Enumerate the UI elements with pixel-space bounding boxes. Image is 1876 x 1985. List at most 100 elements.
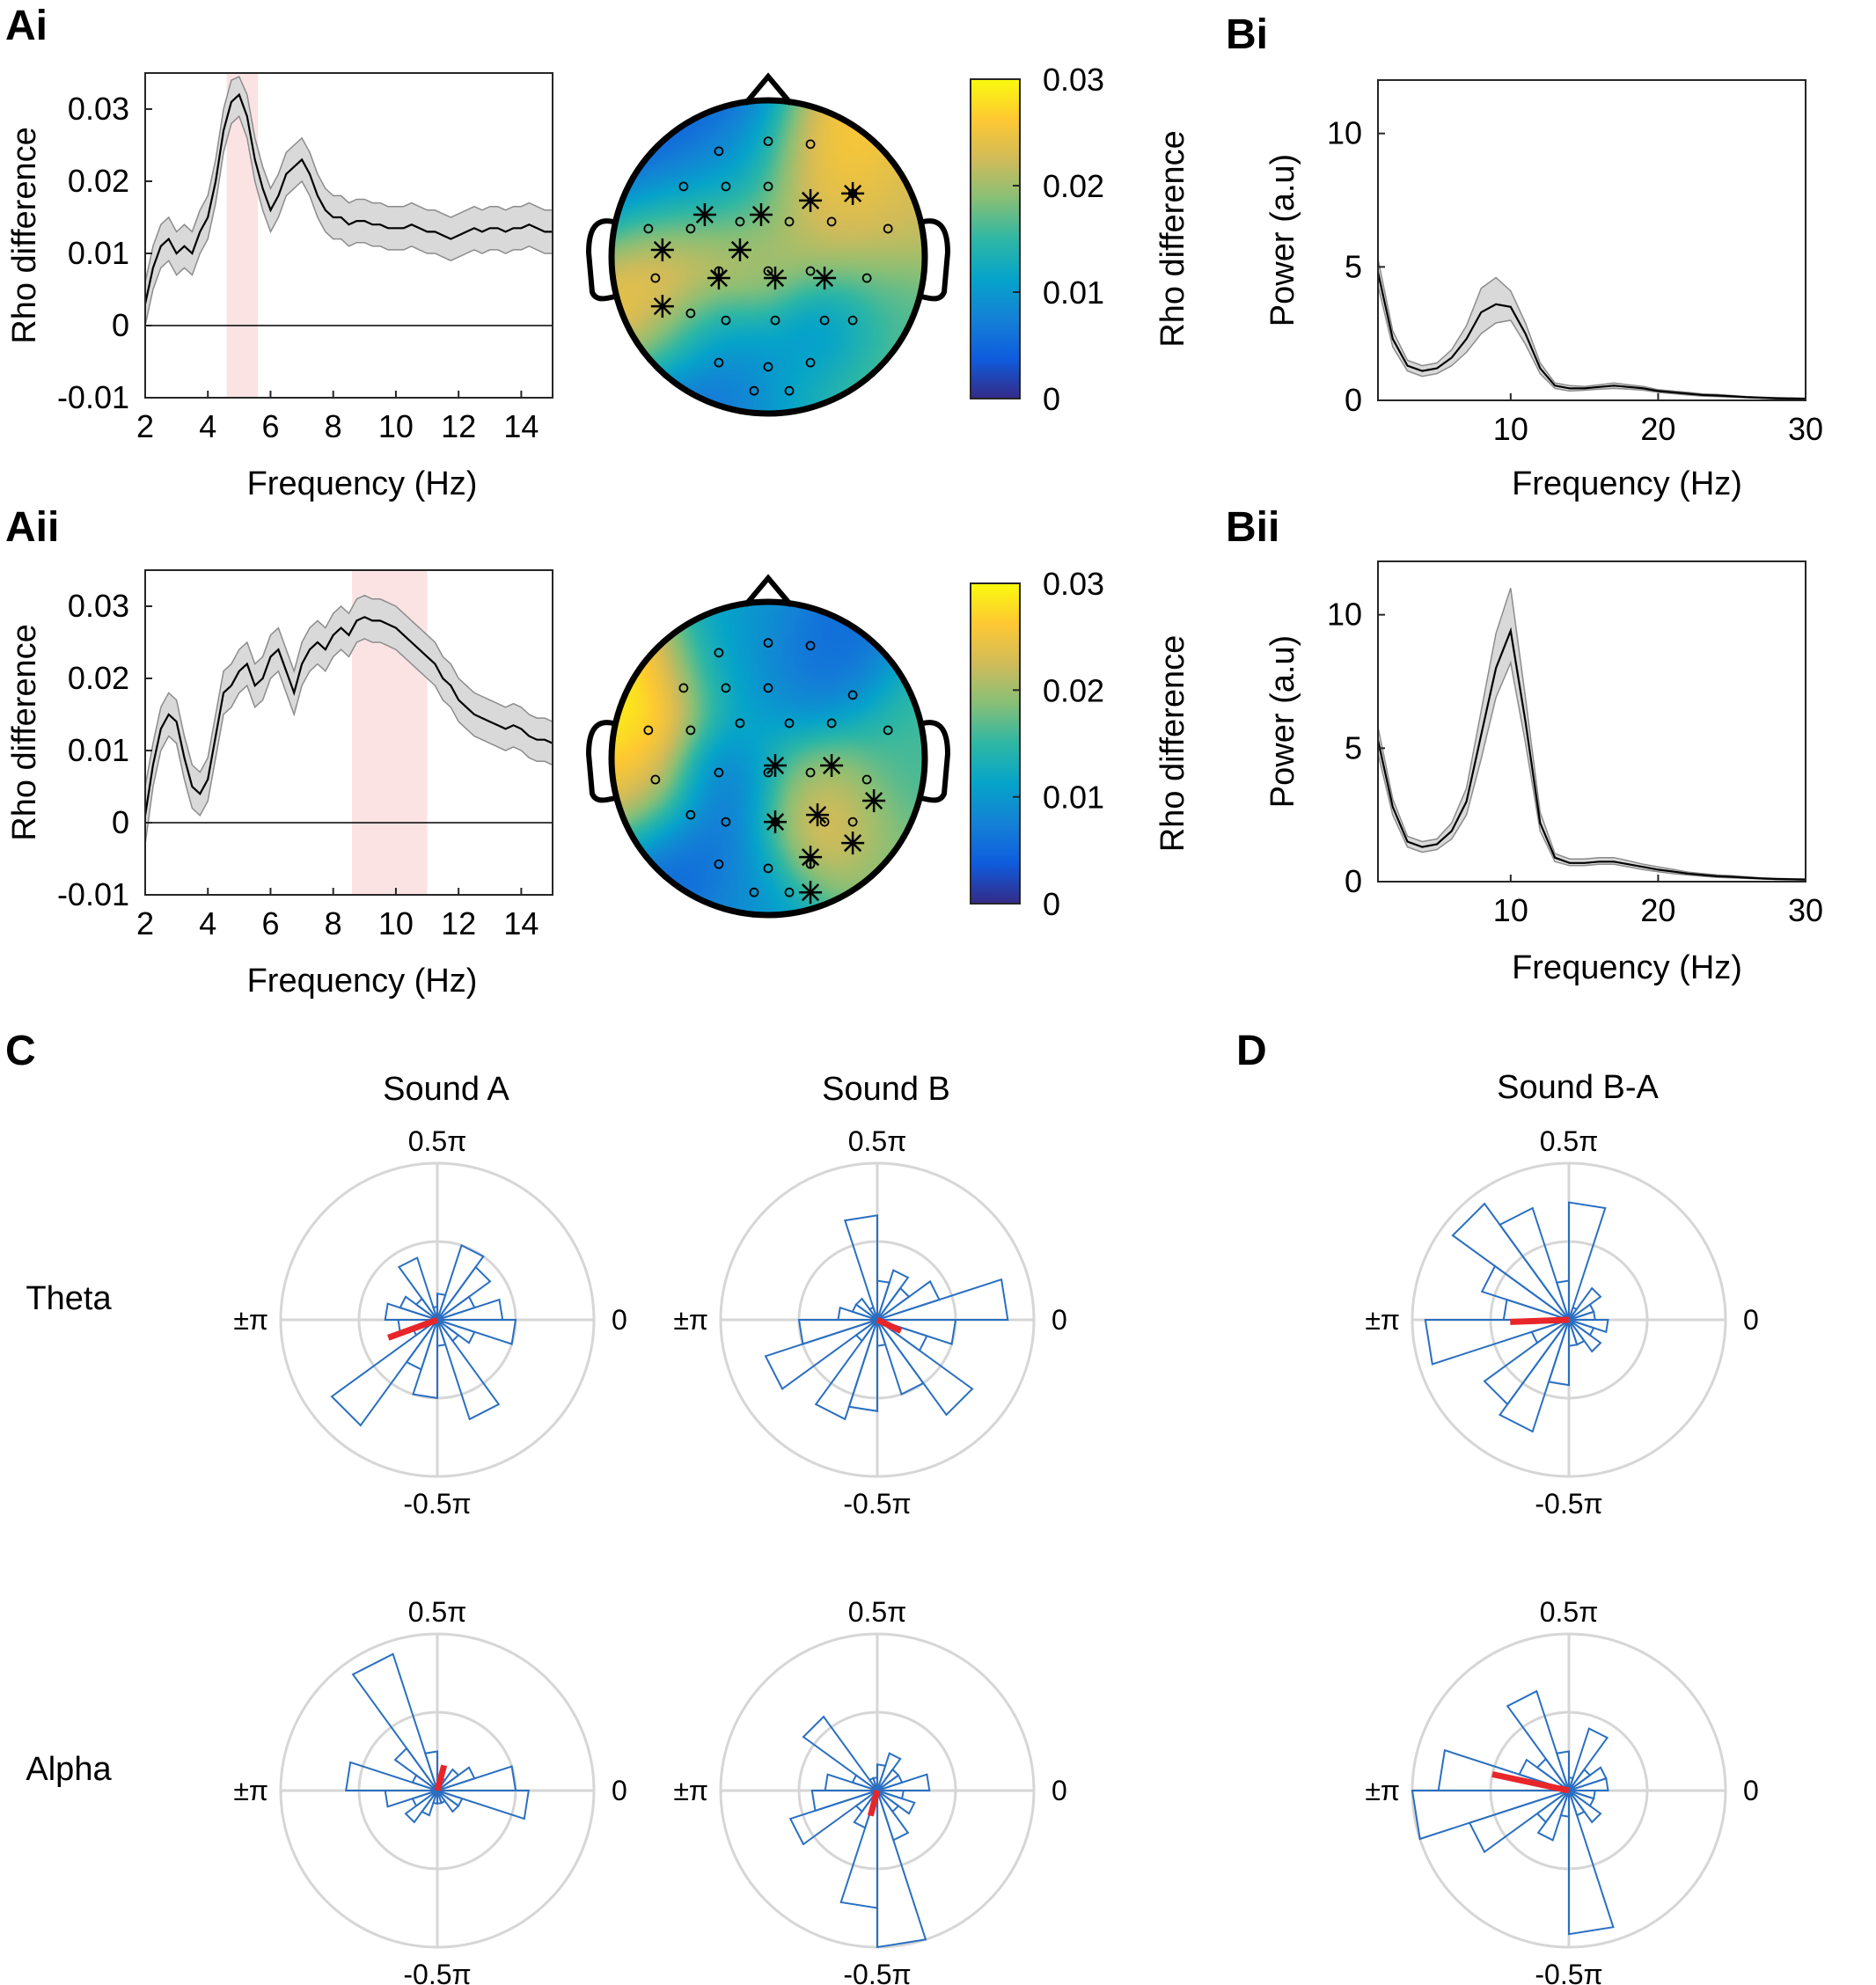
- y-axis-label: Rho difference: [6, 127, 43, 343]
- rose-bin: [1568, 1286, 1602, 1321]
- electrode-marker: [685, 308, 696, 319]
- rose-bin: [837, 1306, 878, 1321]
- panel-label-aii: Aii: [5, 504, 59, 551]
- electrode-marker: [749, 385, 759, 396]
- left-ear: [585, 720, 616, 803]
- rose-bin: [843, 1214, 878, 1321]
- electrode-marker: [714, 859, 724, 869]
- y-tick-label: 0.02: [68, 660, 129, 696]
- electrode-marker: [861, 273, 872, 283]
- electrode-marker: [735, 216, 745, 227]
- x-tick-label: 30: [1788, 411, 1823, 447]
- electrode-marker: [805, 139, 816, 150]
- rose-plot-theta-sound-a: 0.5π -0.5π ±π 0 Sound A Theta: [26, 1071, 627, 1520]
- column-title: Sound A: [383, 1071, 509, 1108]
- row-label: Alpha: [26, 1751, 112, 1788]
- confidence-band: [144, 594, 553, 845]
- y-axis-label: Power (a.u): [1264, 154, 1301, 326]
- rose-bin: [1499, 1206, 1570, 1321]
- electrode-marker: [643, 223, 654, 234]
- significant-electrode-marker: [766, 268, 785, 288]
- electrode-marker: [749, 887, 759, 897]
- panel-label-ai: Ai: [5, 3, 48, 49]
- colorbar-tick-label: 0.01: [1043, 780, 1104, 816]
- x-tick-label: 4: [199, 408, 216, 444]
- rose-bin: [1547, 1319, 1570, 1387]
- rose-bin: [1506, 1689, 1570, 1791]
- significant-electrode-marker: [823, 756, 841, 775]
- row-label: Theta: [26, 1280, 112, 1317]
- electrode-marker: [714, 648, 724, 658]
- y-tick-label: 0: [1345, 382, 1362, 418]
- electrode-marker: [763, 767, 773, 778]
- x-tick-label: 12: [441, 408, 476, 444]
- rose-bin: [876, 1790, 927, 1949]
- colorbar-ai: 0.03 0.02 0.01 0 Rho difference: [970, 62, 1191, 417]
- colorbar-tick-label: 0.03: [1043, 62, 1104, 98]
- rose-bin: [436, 1790, 530, 1820]
- electrode-marker: [721, 315, 731, 326]
- x-tick-label: 8: [325, 905, 342, 941]
- significant-electrode-marker: [766, 756, 785, 775]
- angle-label-left: ±π: [233, 1304, 268, 1336]
- confidence-band: [1377, 588, 1806, 881]
- electrode-marker: [805, 266, 816, 276]
- mean-line: [143, 616, 553, 816]
- colorbar-tick-label: 0.02: [1043, 168, 1104, 204]
- nose: [743, 574, 794, 607]
- significant-electrode-marker: [709, 268, 729, 288]
- rose-bin: [764, 1319, 878, 1390]
- angle-label-right: 0: [1052, 1775, 1067, 1806]
- panel-label-d: D: [1236, 1028, 1267, 1074]
- x-tick-label: 8: [325, 408, 342, 444]
- y-tick-label: 5: [1345, 729, 1362, 765]
- panel-label-bii: Bii: [1226, 504, 1279, 551]
- angle-label-bottom: -0.5π: [843, 1959, 911, 1985]
- x-tick-label: 10: [378, 905, 414, 941]
- significant-electrode-marker: [801, 883, 820, 902]
- electrode-marker: [643, 725, 654, 736]
- rose-bin: [384, 1302, 438, 1321]
- y-tick-label: 0: [112, 307, 129, 343]
- x-tick-label: 20: [1640, 892, 1675, 928]
- colorbar-label: Rho difference: [1154, 635, 1191, 852]
- rose-bin: [436, 1319, 517, 1345]
- electrode-marker: [721, 683, 731, 693]
- electrode-marker: [714, 357, 724, 368]
- rose-bin: [1568, 1790, 1615, 1936]
- significant-electrode-marker: [801, 848, 820, 867]
- angle-label-left: ±π: [1365, 1304, 1400, 1336]
- axes-frame: [144, 569, 553, 896]
- electrode-marker: [847, 315, 858, 326]
- rose-plot-alpha-sound-b-minus-a: 0.5π -0.5π ±π 0: [1365, 1596, 1758, 1985]
- rose-bin: [876, 1790, 905, 1800]
- power-spectrum-plot-bii: 10 20 30 0 5 10 Frequency (Hz) Power (a.u): [1264, 560, 1823, 986]
- rose-bin: [1424, 1319, 1570, 1366]
- mean-phase-vector: [1491, 1771, 1570, 1794]
- rose-bin: [876, 1279, 891, 1321]
- rose-plot-theta-sound-b: 0.5π -0.5π ±π 0 Sound B: [673, 1071, 1066, 1520]
- rose-bin: [814, 1319, 878, 1421]
- rose-bin: [436, 1319, 501, 1421]
- electrode-marker: [784, 718, 795, 729]
- electrode-marker: [847, 690, 858, 700]
- rho-difference-plot-ai: 2 4 6 8 10 12 14 -0.01 0 0.01 0.02 0.03 Frequency (H…: [6, 72, 553, 502]
- electrode-marker: [819, 817, 830, 827]
- mean-phase-vector: [876, 1316, 903, 1334]
- x-tick-label: 14: [503, 905, 539, 941]
- significant-electrode-marker: [653, 240, 671, 260]
- y-tick-label: 0.01: [68, 235, 129, 271]
- colorbar-scale: [970, 78, 1021, 399]
- electrode-marker: [685, 809, 696, 820]
- x-tick-label: 4: [199, 905, 216, 941]
- colorbar-aii: 0.03 0.02 0.01 0 Rho difference: [970, 566, 1191, 922]
- x-tick-label: 30: [1788, 892, 1823, 928]
- y-tick-label: 10: [1327, 597, 1362, 633]
- electrode-marker: [805, 641, 816, 651]
- rose-bin: [876, 1319, 957, 1345]
- angle-label-right: 0: [1743, 1775, 1759, 1806]
- angle-label-left: ±π: [1365, 1775, 1400, 1806]
- nose: [743, 72, 794, 106]
- right-ear: [920, 218, 951, 302]
